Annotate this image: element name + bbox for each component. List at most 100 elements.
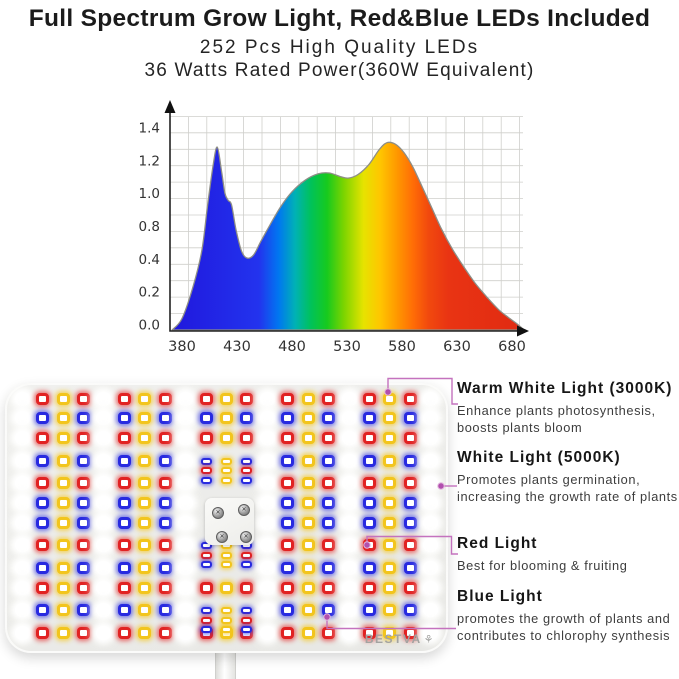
led-r [240,431,254,444]
led-cell [339,558,359,578]
led-y [219,431,233,444]
subtitle-rated-power: 36 Watts Rated Power(360W Equivalent) [144,60,535,81]
led-cell [196,597,216,634]
led-y [56,562,70,575]
led-white [14,495,30,510]
led-cell [135,493,155,513]
led-cell [380,578,400,598]
led-cell [175,513,195,533]
led-white [96,430,112,445]
led-cell [135,448,155,474]
led-b [117,412,131,425]
led-y [138,431,152,444]
led-cell [298,493,318,513]
led-white [178,391,194,406]
led-cell [339,448,359,474]
led-white [341,495,357,510]
led-cell [53,428,73,448]
led-y [138,581,152,594]
led-stack [220,457,232,484]
led-white [423,580,439,595]
led-cell [73,409,93,429]
led-cell [278,428,298,448]
led-cell [155,623,175,643]
led-cell [196,428,216,448]
led-cell [53,578,73,598]
led-y [301,539,315,552]
led-cell [339,578,359,598]
led-b [158,412,172,425]
led-cell [380,513,400,533]
led-cell [53,513,73,533]
led-b [362,516,376,529]
led-cell [421,389,441,409]
led-cell [380,474,400,494]
led-cell [400,558,420,578]
led-r [403,392,417,405]
led-cell [175,532,195,558]
led-cell [32,428,52,448]
led-cell [380,558,400,578]
led-r [362,539,376,552]
led-b [158,604,172,617]
led-cell [380,532,400,558]
led-r [76,581,90,594]
led-r [362,431,376,444]
led-cell [94,597,114,623]
led-cell [318,474,338,494]
led-white [423,626,439,641]
led-cell [400,597,420,623]
led-r [322,627,336,640]
led-cell [155,513,175,533]
led-white [423,561,439,576]
led-cell [73,428,93,448]
led-cell [237,428,257,448]
led-cell [32,578,52,598]
led-cell [73,474,93,494]
led-white [259,495,275,510]
led-cell [257,493,277,513]
svg-text:0.8: 0.8 [139,219,160,235]
led-cell [155,493,175,513]
led-white [178,538,194,553]
led-white [14,626,30,641]
led-cell [196,389,216,409]
svg-text:530: 530 [333,339,361,355]
svg-text:480: 480 [278,339,306,355]
legend-desc: promotes the growth of plants and contri… [457,611,671,643]
led-cell [380,597,400,623]
x-tick-labels: 380 430 480 530 580 630 680 [168,339,526,355]
led-cell [318,448,338,474]
led-r [322,431,336,444]
legend-item-warm-white: Warm White Light (3000K) Enhance plants … [457,379,679,436]
led-cell [257,597,277,623]
led-r [403,539,417,552]
led-b [76,496,90,509]
led-stack [200,542,212,569]
led-y [56,454,70,467]
led-cell [421,597,441,623]
led-cell [278,578,298,598]
led-cell [318,578,338,598]
led-cell [237,409,257,429]
led-cell [298,448,318,474]
svg-text:430: 430 [223,339,251,355]
led-white [96,453,112,468]
led-white [423,495,439,510]
led-cell [12,409,32,429]
led-cell [94,623,114,643]
led-r [76,539,90,552]
led-cell [155,448,175,474]
led-y [383,477,397,490]
led-b [117,562,131,575]
led-cell [53,448,73,474]
led-white [423,430,439,445]
led-y [301,627,315,640]
led-cell [12,448,32,474]
led-cell [53,597,73,623]
plant-icon: ⚘ [423,634,435,646]
led-cell [73,578,93,598]
led-cell [359,493,379,513]
y-tick-labels: 1.4 1.2 1.0 0.8 0.4 0.2 0.0 [139,121,160,334]
legend-item-blue: Blue Light promotes the growth of plants… [457,587,679,644]
